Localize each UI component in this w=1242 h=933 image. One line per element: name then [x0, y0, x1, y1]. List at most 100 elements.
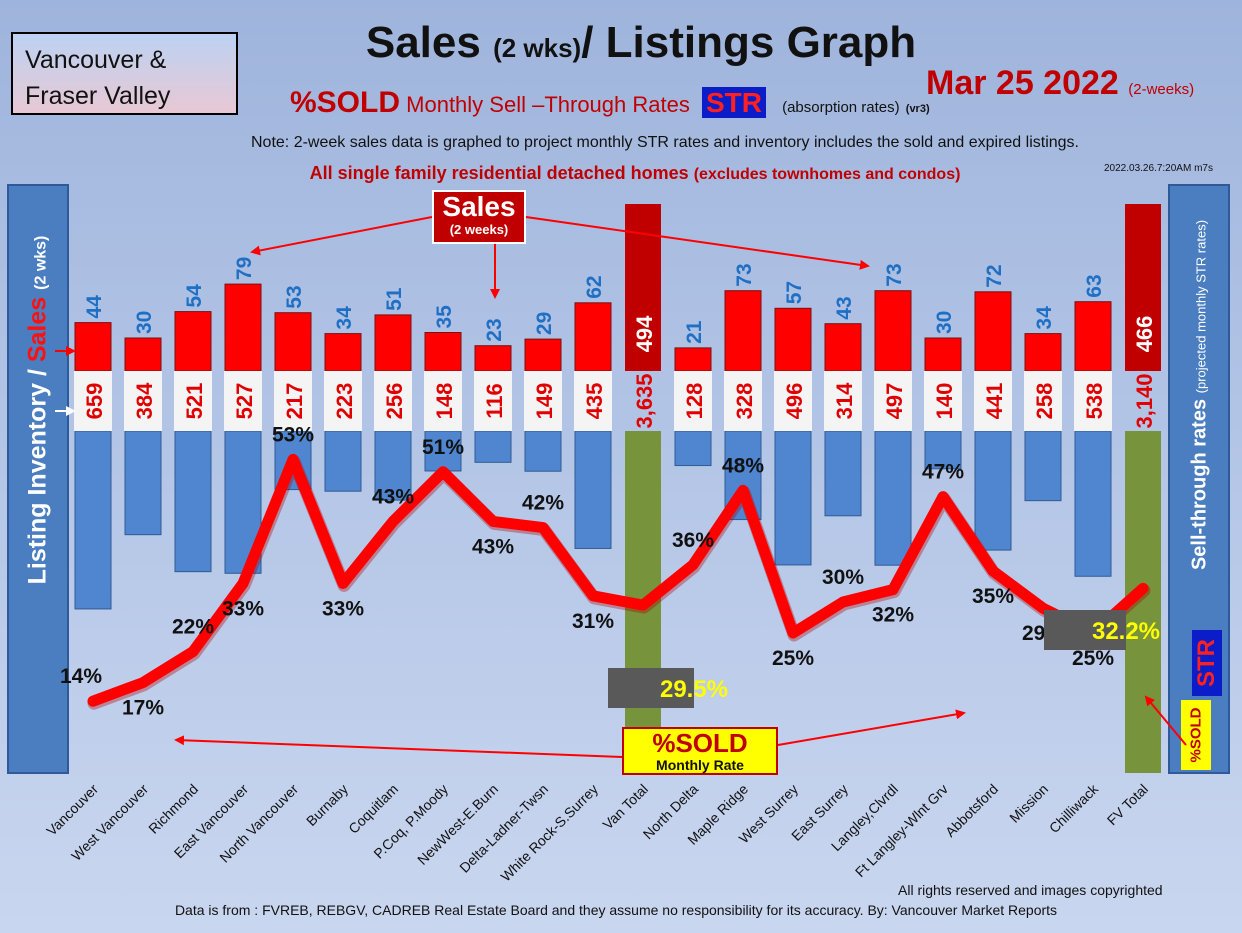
str-label: 30%	[822, 566, 864, 589]
chart-date: Mar 25 2022 (2-weeks)	[926, 64, 1194, 103]
str-labels-layer: 14% 17% 22% 33% 53% 33% 43% 51% 43% 42% 31% 29.5% 36…	[60, 423, 1160, 719]
inventory-label: 328	[732, 383, 757, 420]
inventory-bar	[74, 430, 112, 610]
chart-subtitle: %SOLD Monthly Sell –Through Rates STR (a…	[290, 86, 930, 120]
sales-bar	[1125, 204, 1161, 371]
inventory-label: 659	[82, 383, 107, 420]
inventory-label: 3,635	[632, 373, 657, 428]
sales-label: 29	[533, 312, 556, 335]
inventory-label-box	[974, 371, 1012, 431]
sales-label: 51	[383, 287, 406, 311]
inventory-label-box	[1024, 371, 1062, 431]
str-badge: STR	[1192, 630, 1222, 696]
bars-layer	[74, 204, 1161, 773]
str-line	[87, 453, 1149, 707]
str-label: 14%	[60, 665, 102, 688]
sales-bar	[174, 311, 212, 372]
inventory-label-box	[724, 371, 762, 431]
sales-bar	[1024, 333, 1062, 372]
chart-note: Note: 2-week sales data is graphed to pr…	[251, 134, 1079, 151]
title-main: Sales	[365, 18, 481, 67]
inventory-label: 3,140	[1132, 373, 1157, 428]
inventory-label: 128	[682, 383, 707, 420]
chart-subnote: All single family residential detached h…	[0, 163, 1242, 184]
sales-bar	[774, 307, 812, 372]
sales-label: 494	[632, 315, 657, 352]
inventory-bar	[574, 430, 612, 549]
sales-bar	[274, 312, 312, 372]
sales-label: 73	[883, 263, 906, 286]
inventory-bar	[674, 430, 712, 467]
inventory-bar	[124, 430, 162, 536]
inventory-bar	[1024, 430, 1062, 502]
sales-callout-text: Sales	[442, 191, 516, 222]
str-label: 32.2%	[1092, 618, 1160, 645]
inventory-label: 497	[882, 383, 907, 420]
sold-arrow-badge	[1144, 695, 1187, 746]
left-axis-panel	[7, 184, 69, 774]
sales-label: 72	[983, 264, 1006, 287]
category-label: Chilliwack	[1046, 780, 1102, 836]
sales-label: 21	[683, 320, 706, 344]
inventory-label: 223	[332, 383, 357, 420]
sales-label: 43	[833, 296, 856, 319]
title-rest: / Listings Graph	[581, 18, 917, 67]
str-label: 32%	[872, 604, 914, 627]
inventory-label: 116	[482, 383, 507, 419]
inventory-bar	[974, 430, 1012, 551]
chart-title: Sales (2 wks)/ Listings Graph	[0, 18, 1242, 68]
inventory-bar	[324, 430, 362, 492]
date-suffix: (2-weeks)	[1128, 81, 1195, 98]
sales-label: 79	[233, 257, 256, 280]
str-label: 29.5%	[660, 676, 728, 703]
inventory-label-box	[574, 371, 612, 431]
sales-label: 73	[733, 263, 756, 286]
sales-bar	[224, 283, 262, 372]
inventory-label: 435	[582, 383, 607, 420]
sold-callout-small: Monthly Rate	[656, 757, 744, 773]
str-label: 17%	[122, 697, 164, 720]
sold-callout: %SOLD Monthly Rate	[622, 727, 778, 775]
category-label: Van Total	[599, 781, 651, 833]
chart-timestamp: 2022.03.26.7:20AM m7s	[1104, 163, 1213, 174]
sales-label: 57	[783, 281, 806, 304]
inventory-label-box	[524, 371, 562, 431]
category-label: Burnaby	[303, 781, 351, 829]
inventory-label-box	[74, 371, 112, 431]
inventory-label: 384	[132, 382, 157, 419]
inventory-label: 496	[782, 383, 807, 420]
sales-arrow-left	[250, 216, 433, 256]
sales-bar	[374, 314, 412, 372]
sales-bar	[574, 302, 612, 372]
inventory-label-box	[224, 371, 262, 431]
sales-arrow-right	[525, 216, 870, 270]
sales-label: 63	[1083, 274, 1106, 297]
sales-bar	[874, 290, 912, 372]
inventory-label-box	[324, 371, 362, 431]
callout-arrows-layer	[55, 216, 1187, 758]
str-label: 43%	[372, 485, 414, 508]
str-label: 35%	[972, 585, 1014, 608]
region-box: Vancouver & Fraser Valley	[11, 32, 238, 115]
sales-bar	[74, 322, 112, 372]
inventory-label: 217	[282, 383, 307, 420]
sales-bar	[324, 333, 362, 372]
inventory-label: 314	[832, 382, 857, 419]
sales-bar	[824, 323, 862, 372]
sales-label: 35	[433, 305, 456, 329]
category-label: White Rock-S.Surrey	[497, 781, 601, 885]
str-label: 47%	[922, 461, 964, 484]
str-label: 36%	[672, 529, 714, 552]
inventory-bar	[174, 430, 212, 573]
region-line-2: Fraser Valley	[25, 82, 171, 110]
inventory-label-box	[824, 371, 862, 431]
inventory-label-box	[924, 371, 962, 431]
subtitle-str: STR	[701, 87, 766, 118]
inventory-label-box	[424, 371, 462, 431]
sales-label: 54	[183, 284, 206, 308]
sales-label: 34	[1033, 306, 1056, 330]
str-label: 25%	[772, 647, 814, 670]
